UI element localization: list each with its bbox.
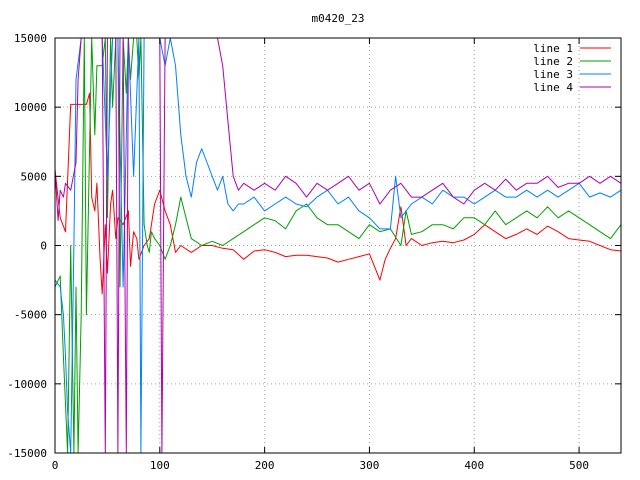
plot-series [55,38,621,453]
chart-title: m0420_23 [312,12,365,25]
y-tick-label: 0 [40,240,47,253]
legend-label-2: line 2 [533,55,573,68]
series-line-1 [55,92,621,295]
axis-ticks: 0 100 200 300 400 500 -15000 -10000 -5000 0 5000 10… [7,32,621,472]
legend-label-3: line 3 [533,68,573,81]
y-tick-label: -5000 [14,309,47,322]
x-tick-label: 400 [464,459,484,472]
x-tick-label: 300 [360,459,380,472]
series-line-3 [55,38,621,453]
x-tick-label: 100 [150,459,170,472]
x-tick-label: 500 [569,459,589,472]
y-tick-label: 15000 [14,32,47,45]
series-line-4 [55,38,621,453]
series-line-2 [55,38,621,453]
x-tick-label: 0 [52,459,59,472]
y-tick-label: -15000 [7,447,47,460]
legend-label-1: line 1 [533,42,573,55]
y-tick-label: -10000 [7,378,47,391]
legend-label-4: line 4 [533,81,573,94]
y-tick-label: 5000 [21,170,48,183]
x-tick-label: 200 [255,459,275,472]
y-tick-label: 10000 [14,101,47,114]
